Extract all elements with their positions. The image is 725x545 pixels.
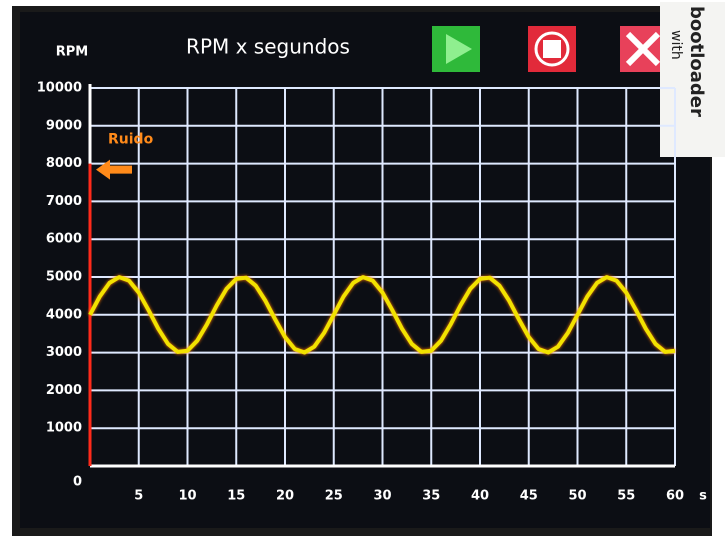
y-tick-label: 10000 (37, 81, 82, 96)
play-button[interactable] (432, 26, 480, 72)
y-tick-label: 8000 (46, 156, 82, 171)
y-tick-label: 2000 (46, 383, 82, 398)
y-tick-label: 0 (73, 475, 82, 490)
screen: RPM RPM x segundos with bootloader 0 1000… (0, 0, 725, 545)
x-tick-label: 20 (276, 489, 294, 504)
y-axis-label: RPM (56, 45, 88, 60)
x-tick-label: 35 (422, 489, 440, 504)
x-tick-label: 60 (666, 489, 684, 504)
y-tick-label: 6000 (46, 232, 82, 247)
x-tick-label: 50 (568, 489, 586, 504)
x-tick-label: 40 (471, 489, 489, 504)
close-button[interactable] (620, 26, 666, 72)
y-tick-label: 3000 (46, 345, 82, 360)
x-tick-label: 5 (134, 489, 143, 504)
x-tick-label: 25 (325, 489, 343, 504)
y-tick-label: 4000 (46, 307, 82, 322)
y-tick-label: 9000 (46, 118, 82, 133)
y-tick-label: 5000 (46, 270, 82, 285)
annotation: Ruido (108, 132, 154, 148)
chart-title: RPM x segundos (186, 35, 350, 59)
y-tick-label: 1000 (46, 421, 82, 436)
x-axis-label: s (699, 489, 707, 504)
x-tick-label: 45 (520, 489, 538, 504)
x-tick-label: 10 (178, 489, 196, 504)
y-tick-label: 7000 (46, 194, 82, 209)
x-tick-label: 30 (373, 489, 391, 504)
stop-button[interactable] (528, 26, 576, 72)
sticker-text: bootloader (686, 6, 707, 117)
sticker-text: with (668, 30, 684, 60)
x-tick-label: 55 (617, 489, 635, 504)
x-tick-label: 15 (227, 489, 245, 504)
screen-display (20, 12, 710, 528)
